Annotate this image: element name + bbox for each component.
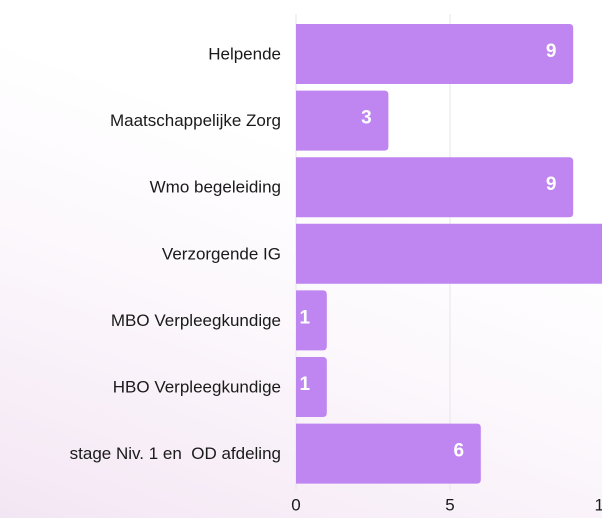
y-tick-label: Maatschappelijke Zorg	[110, 111, 281, 130]
y-tick-label: Helpende	[208, 44, 281, 63]
bar	[296, 157, 574, 218]
x-tick-label: 10	[595, 495, 602, 514]
value-label: 6	[454, 441, 465, 462]
bar	[296, 423, 481, 484]
bar	[296, 24, 574, 84]
x-tick-label: 0	[291, 495, 300, 514]
value-label: 9	[546, 41, 557, 62]
bar	[296, 357, 327, 417]
bar	[296, 290, 327, 351]
y-tick-label: MBO Verpleegkundige	[111, 311, 281, 330]
y-tick-label: Verzorgende IG	[162, 244, 281, 263]
y-tick-label: HBO Verpleegkundige	[113, 377, 281, 396]
value-label: 3	[361, 108, 372, 129]
value-label: 1	[300, 307, 311, 328]
value-label: 9	[546, 174, 557, 195]
bar	[296, 90, 389, 151]
y-tick-label: stage Niv. 1 en OD afdeling	[70, 444, 281, 463]
x-tick-label: 5	[445, 495, 454, 514]
y-tick-label: Wmo begeleiding	[150, 178, 281, 197]
bar	[296, 223, 602, 284]
value-label: 1	[300, 374, 311, 395]
